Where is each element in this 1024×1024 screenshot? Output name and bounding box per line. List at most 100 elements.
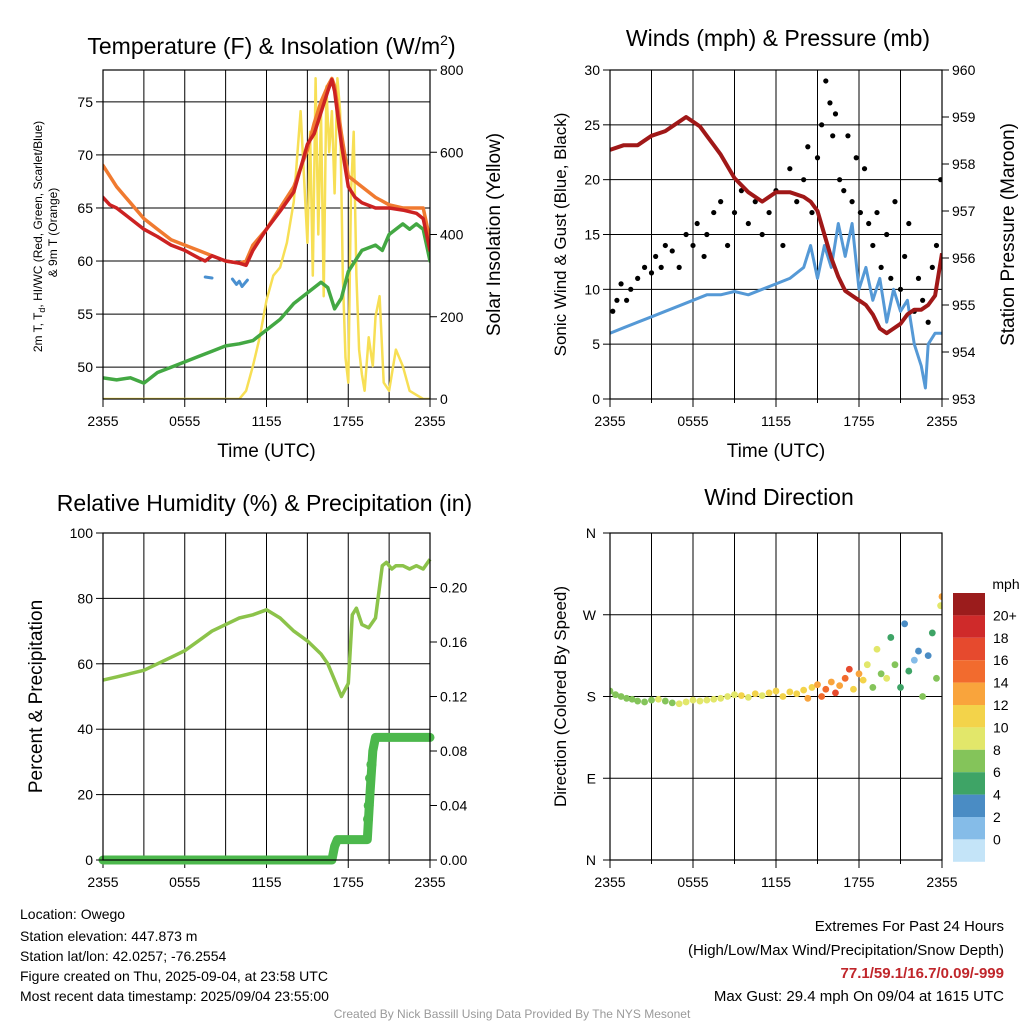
winds-gust-point [861, 166, 868, 172]
temperature-ylabel-part: 2m T, T [31, 312, 45, 352]
extremes-values: 77.1/59.1/16.7/0.09/-999 [840, 965, 1004, 982]
humidity-left-tick-label: 60 [77, 656, 93, 672]
winds-left-tick-label: 15 [584, 227, 600, 243]
winds-gust-point [766, 209, 772, 216]
speed-legend-label: 18 [993, 630, 1009, 646]
direction-point [800, 686, 808, 694]
direction-point [661, 697, 669, 705]
direction-point [855, 670, 863, 678]
temperature-series-t2m [103, 77, 430, 268]
direction-point [682, 698, 690, 706]
winds-gust-point [635, 275, 641, 281]
speed-legend-label: 12 [993, 697, 1009, 713]
temperature-xtick-label: 1155 [251, 413, 281, 429]
humidity-right-tick-label: 0.00 [440, 852, 467, 868]
temperature-left-tick-label: 65 [77, 200, 93, 216]
winds-gust-point [752, 199, 758, 205]
direction-point [751, 690, 759, 698]
temperature-ylabel-sub: d [37, 308, 47, 313]
winds-gust-point [658, 264, 664, 270]
speed-legend-label: 2 [993, 809, 1001, 825]
humidity-xtick-label: 1755 [333, 874, 364, 890]
humidity-precip-point [363, 800, 374, 811]
winds-gust-point [701, 253, 707, 260]
direction-point [703, 696, 711, 704]
winds-gust-point [801, 177, 807, 183]
speed-legend-title: mph [992, 576, 1019, 592]
direction-point [648, 696, 655, 704]
direction-point [779, 693, 787, 700]
temperature-ylabel-line1: 2m T, Td, HI/WC (Red, Green, Scarlet/Blu… [31, 121, 47, 352]
direction-point [850, 685, 857, 693]
direction-point [938, 593, 942, 600]
speed-legend-label: 6 [993, 764, 1001, 780]
direction-tick-label: N [586, 852, 596, 868]
humidity-xtick-label: 2355 [414, 874, 445, 890]
direction-tick-label: N [586, 525, 596, 541]
speed-legend-swatch [953, 839, 985, 862]
speed-legend-swatch [953, 682, 985, 705]
temperature-left-tick-label: 55 [77, 306, 93, 322]
speed-legend-swatch [953, 817, 985, 840]
temperature-xtick-label: 0555 [169, 413, 200, 429]
temperature-right-tick-label: 0 [440, 391, 448, 407]
winds-gust-point [731, 209, 738, 216]
winds-gust-point [610, 308, 616, 314]
winds-right-tick-label: 953 [952, 391, 976, 407]
direction-point [710, 695, 718, 703]
speed-legend-swatch [953, 660, 985, 683]
max-gust: Max Gust: 29.4 mph On 09/04 at 1615 UTC [713, 988, 1004, 1005]
winds-gust-point [690, 242, 696, 249]
direction-points-group [610, 593, 942, 708]
winds-xtick-label: 1155 [761, 413, 791, 429]
winds-gust-point [888, 275, 894, 281]
direction-ylabel: Direction (Colored By Speed) [551, 586, 570, 807]
winds-gust-point [745, 220, 751, 227]
winds-gust-point [759, 231, 765, 238]
direction-point [731, 691, 738, 699]
recent-timestamp: Most recent data timestamp: 2025/09/04 2… [20, 988, 329, 1004]
winds-gust-point [794, 199, 800, 205]
direction-point [724, 693, 731, 700]
direction-point [814, 681, 821, 689]
humidity-xtick-label: 1155 [251, 874, 281, 890]
temperature-right-tick-label: 400 [440, 227, 464, 243]
speed-legend-swatch [953, 772, 985, 795]
direction-point [758, 692, 766, 699]
winds-gust-point [929, 264, 935, 270]
direction-point [873, 645, 881, 653]
direction-point [641, 698, 648, 706]
winds-gust-point [841, 188, 847, 194]
winds-gust-point [925, 319, 931, 325]
winds-gust-point [884, 231, 890, 238]
direction-title: Wind Direction [704, 484, 854, 510]
figure-created: Figure created on Thu, 2025-09-04, at 23… [20, 968, 328, 984]
direction-point [910, 656, 918, 664]
speed-legend-swatch [953, 593, 985, 616]
temperature-xtick-label: 1755 [333, 413, 364, 429]
winds-y2label: Station Pressure (Maroon) [998, 123, 1019, 346]
winds-left-tick-label: 25 [584, 117, 600, 133]
winds-gust-point [694, 220, 700, 227]
temperature-y2label: Solar Insolation (Yellow) [484, 133, 505, 336]
winds-right-tick-label: 959 [952, 109, 976, 125]
winds-gust-point [892, 199, 898, 205]
winds-gust-point [857, 209, 863, 216]
winds-gust-point [780, 242, 786, 249]
direction-point [793, 690, 801, 698]
winds-gust-point [787, 166, 793, 172]
direction-point [915, 647, 922, 655]
direction-xtick-label: 2355 [926, 874, 957, 890]
humidity-right-tick-label: 0.08 [440, 743, 467, 759]
temperature-title-end: ) [448, 33, 456, 59]
temperature-left-tick-label: 75 [77, 94, 93, 110]
speed-legend-label: 0 [993, 831, 1001, 847]
direction-point [738, 692, 745, 699]
winds-gust-point [711, 209, 717, 216]
humidity-series-precip [98, 732, 435, 865]
winds-gust-point [669, 248, 675, 254]
winds-right-tick-label: 958 [952, 156, 976, 172]
humidity-panel: 2355 0555 1155 1755 2355 0 20 40 60 80 100 0.00 0.04… [26, 490, 472, 890]
direction-point [804, 694, 812, 702]
